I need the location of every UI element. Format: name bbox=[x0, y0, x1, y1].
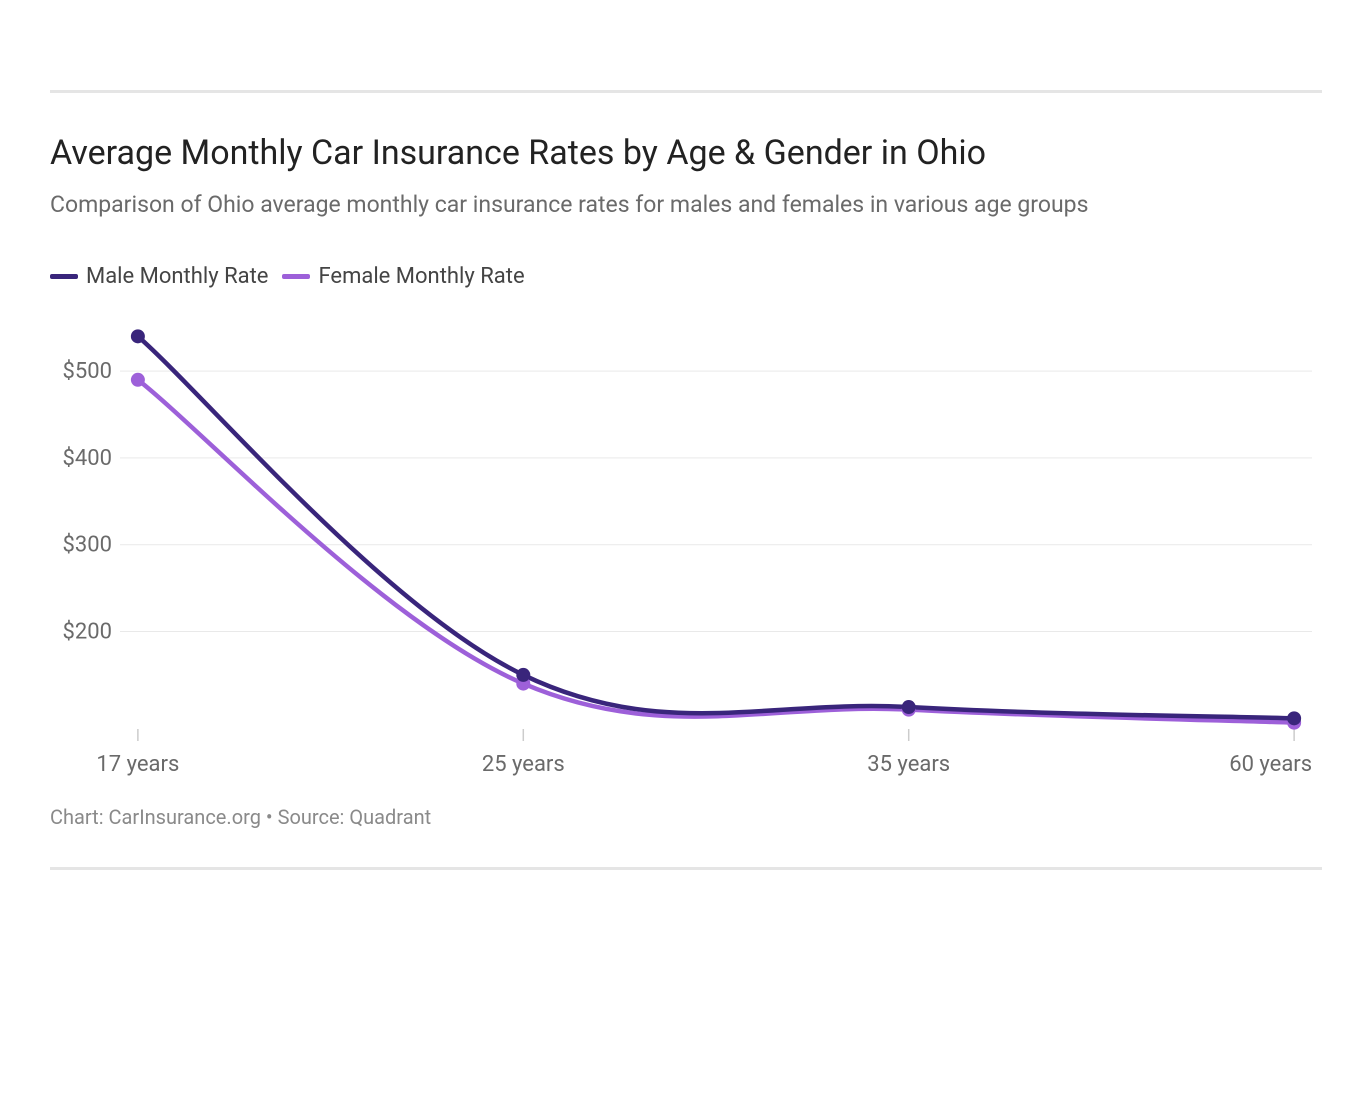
legend-label-female: Female Monthly Rate bbox=[318, 264, 524, 289]
chart-plot-area: $200 $300 $400 $500 17 years 25 years 35 years… bbox=[50, 307, 1322, 787]
legend-item-female: Female Monthly Rate bbox=[282, 264, 524, 289]
svg-text:35 years: 35 years bbox=[867, 752, 950, 777]
legend-swatch-female bbox=[282, 274, 310, 279]
legend-item-male: Male Monthly Rate bbox=[50, 264, 268, 289]
svg-text:$500: $500 bbox=[63, 359, 112, 384]
svg-text:25 years: 25 years bbox=[482, 752, 565, 777]
bottom-divider bbox=[50, 867, 1322, 870]
chart-title: Average Monthly Car Insurance Rates by A… bbox=[50, 133, 1322, 173]
top-divider bbox=[50, 90, 1322, 93]
chart-svg: $200 $300 $400 $500 17 years 25 years 35 years… bbox=[50, 307, 1322, 787]
legend-label-male: Male Monthly Rate bbox=[86, 264, 268, 289]
svg-text:$300: $300 bbox=[63, 533, 112, 558]
svg-text:$200: $200 bbox=[63, 620, 112, 645]
legend-swatch-male bbox=[50, 274, 78, 279]
svg-text:$400: $400 bbox=[63, 446, 112, 471]
svg-text:17 years: 17 years bbox=[96, 752, 179, 777]
legend: Male Monthly Rate Female Monthly Rate bbox=[50, 264, 1322, 289]
chart-subtitle: Comparison of Ohio average monthly car i… bbox=[50, 191, 1322, 218]
svg-text:60 years: 60 years bbox=[1229, 752, 1312, 777]
page-root: Average Monthly Car Insurance Rates by A… bbox=[0, 0, 1372, 1104]
chart-credit: Chart: CarInsurance.org • Source: Quadra… bbox=[50, 805, 1322, 829]
